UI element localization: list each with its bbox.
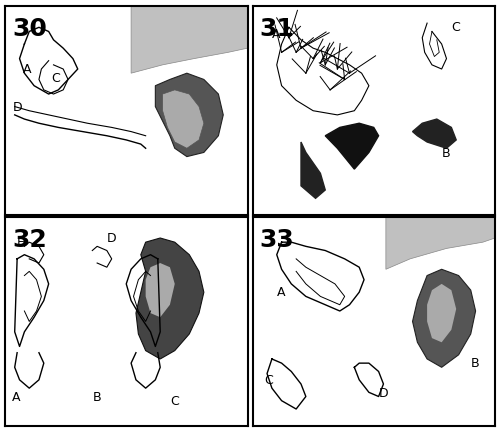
Text: A: A — [12, 391, 21, 404]
Text: B: B — [211, 147, 220, 160]
Polygon shape — [136, 238, 204, 359]
Text: 32: 32 — [12, 227, 47, 252]
Text: B: B — [92, 391, 101, 404]
Text: C: C — [170, 395, 178, 408]
Text: C: C — [452, 22, 460, 34]
Polygon shape — [156, 73, 223, 157]
Polygon shape — [427, 284, 456, 342]
Polygon shape — [146, 263, 175, 317]
Polygon shape — [325, 123, 378, 169]
Text: E: E — [17, 237, 25, 249]
Text: 33: 33 — [260, 227, 294, 252]
Text: B: B — [471, 357, 480, 370]
Text: D: D — [107, 232, 117, 245]
Text: A: A — [22, 63, 31, 76]
Text: 30: 30 — [12, 17, 47, 41]
Polygon shape — [131, 6, 248, 73]
Polygon shape — [412, 269, 476, 367]
Polygon shape — [162, 90, 204, 148]
Polygon shape — [386, 217, 495, 269]
Text: A: A — [272, 28, 280, 41]
Text: B: B — [442, 147, 450, 160]
Text: C: C — [51, 71, 60, 85]
Polygon shape — [301, 142, 325, 198]
Text: D: D — [12, 101, 22, 114]
Text: C: C — [264, 374, 274, 387]
Text: 31: 31 — [260, 17, 294, 41]
Polygon shape — [412, 119, 456, 148]
Text: A: A — [277, 286, 285, 299]
Text: D: D — [378, 387, 388, 399]
